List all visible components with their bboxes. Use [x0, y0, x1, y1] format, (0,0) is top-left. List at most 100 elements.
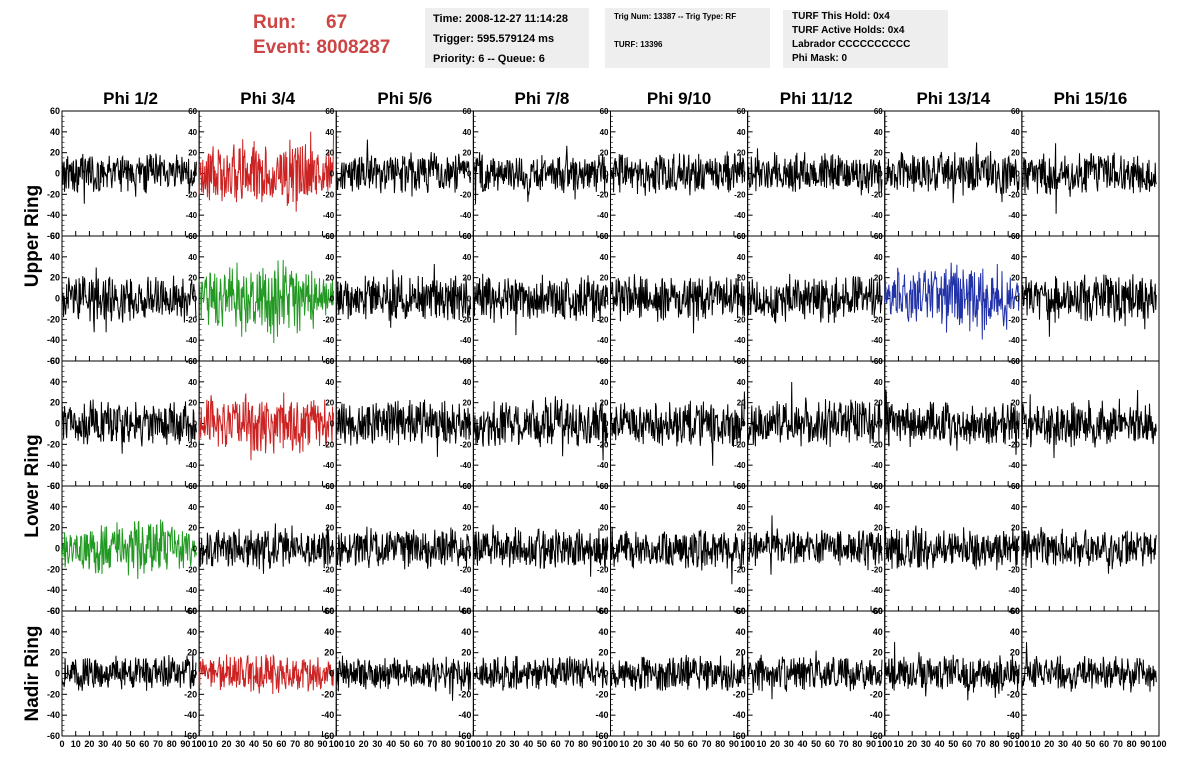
y-tick-label: -20	[460, 440, 472, 449]
y-tick-label: 20	[600, 149, 609, 158]
y-tick-label: 60	[50, 606, 60, 616]
y-tick-label: 40	[462, 503, 471, 512]
column-title: Phi 1/2	[103, 89, 158, 108]
y-tick-label: -20	[734, 190, 746, 199]
x-tick-label: 90	[318, 739, 328, 749]
y-tick-label: 0	[193, 545, 198, 554]
waveform-trace	[472, 524, 609, 577]
y-tick-label: -60	[47, 731, 60, 741]
waveform-trace	[610, 526, 746, 585]
y-tick-label: -60	[47, 481, 60, 491]
y-tick-label: -60	[458, 731, 471, 741]
y-tick-label: -20	[47, 189, 60, 199]
y-tick-label: 20	[462, 524, 471, 533]
y-tick-label: -60	[184, 731, 197, 741]
y-tick-label: 0	[603, 669, 608, 679]
y-tick-label: 60	[50, 356, 60, 366]
y-tick-label: 0	[1015, 545, 1020, 554]
y-tick-label: 20	[737, 399, 746, 408]
waveform-trace	[884, 142, 1020, 204]
y-tick-label: 60	[873, 606, 883, 616]
y-tick-label: 60	[736, 606, 746, 616]
waveform-trace	[884, 641, 1020, 701]
y-tick-label: 20	[1011, 274, 1020, 283]
y-tick-label: 40	[188, 253, 197, 262]
x-tick-label: 10	[345, 739, 355, 749]
y-tick-label: -40	[1008, 586, 1020, 595]
y-tick-label: -40	[733, 710, 746, 720]
y-tick-label: -40	[871, 211, 883, 220]
x-tick-label: 70	[839, 739, 849, 749]
y-tick-label: 60	[737, 107, 746, 116]
y-tick-label: 20	[325, 524, 334, 533]
y-tick-label: -40	[321, 710, 334, 720]
x-tick-label: 10	[756, 739, 766, 749]
y-tick-label: 40	[50, 627, 60, 637]
y-tick-label: 20	[461, 648, 471, 658]
y-tick-label: 40	[325, 378, 334, 387]
y-tick-label: 20	[1010, 648, 1020, 658]
y-tick-label: -20	[597, 190, 609, 199]
x-tick-label: 50	[1085, 739, 1095, 749]
waveform-trace	[610, 391, 746, 466]
y-tick-label: 20	[600, 399, 609, 408]
y-tick-label: 60	[462, 357, 471, 366]
column-title: Phi 13/14	[916, 89, 990, 108]
trigger-text: Trigger: 595.579124 ms	[433, 33, 555, 45]
x-tick-label: 90	[866, 739, 876, 749]
run-event-block: Run: 67 Event: 8008287	[253, 10, 390, 60]
waveform-trace	[1021, 274, 1157, 337]
y-tick-label: 60	[188, 357, 197, 366]
y-tick-label: 20	[50, 273, 60, 283]
y-tick-label: 0	[330, 295, 335, 304]
x-tick-label: 30	[510, 739, 520, 749]
x-tick-label: 50	[674, 739, 684, 749]
x-tick-label: 20	[496, 739, 506, 749]
x-tick-label: 100	[192, 739, 207, 749]
waveform-trace	[884, 262, 1020, 340]
waveform-trace	[610, 151, 746, 196]
x-tick-label: 0	[745, 739, 750, 749]
y-tick-label: -40	[1008, 211, 1020, 220]
y-tick-label: 0	[193, 420, 198, 429]
y-tick-label: -40	[597, 586, 609, 595]
y-tick-label: 20	[188, 149, 197, 158]
x-tick-label: 90	[1140, 739, 1150, 749]
x-tick-label: 80	[441, 739, 451, 749]
x-tick-label: 80	[715, 739, 725, 749]
event-line: Event: 8008287	[253, 35, 390, 60]
x-tick-label: 40	[523, 739, 533, 749]
y-tick-label: 40	[50, 502, 60, 512]
y-tick-label: -60	[1007, 731, 1020, 741]
waveform-trace	[884, 389, 1020, 455]
y-tick-label: 60	[462, 232, 471, 241]
y-tick-label: 0	[878, 669, 883, 679]
ring-label: Lower Ring	[22, 434, 43, 537]
y-tick-label: -40	[186, 461, 198, 470]
y-tick-label: -40	[460, 336, 472, 345]
y-tick-label: 40	[1011, 253, 1020, 262]
x-tick-label: 10	[893, 739, 903, 749]
y-tick-label: -20	[1008, 440, 1020, 449]
x-tick-label: 40	[1072, 739, 1082, 749]
y-tick-label: 20	[188, 399, 197, 408]
x-tick-label: 20	[222, 739, 232, 749]
y-tick-label: -40	[184, 710, 197, 720]
x-tick-label: 60	[551, 739, 561, 749]
waveform-trace	[198, 259, 334, 344]
y-tick-label: 40	[598, 627, 608, 637]
y-tick-label: -40	[1007, 710, 1020, 720]
y-tick-label: 0	[467, 420, 472, 429]
y-tick-label: -40	[460, 461, 472, 470]
labrador-text: Labrador CCCCCCCCCC	[792, 39, 911, 50]
waveform-trace	[335, 263, 472, 328]
y-tick-label: 20	[737, 149, 746, 158]
y-tick-label: 40	[50, 377, 60, 387]
x-tick-label: 0	[882, 739, 887, 749]
y-tick-label: 0	[330, 545, 335, 554]
waveform-trace	[335, 139, 472, 197]
y-tick-label: -20	[186, 190, 198, 199]
x-tick-label: 50	[811, 739, 821, 749]
panel-frame	[884, 110, 1023, 237]
x-tick-label: 80	[852, 739, 862, 749]
